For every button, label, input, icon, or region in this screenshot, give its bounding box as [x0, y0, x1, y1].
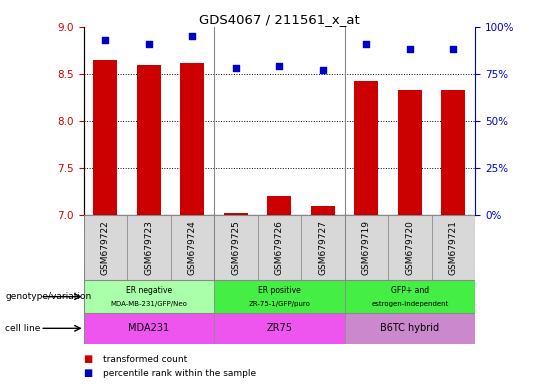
- Text: genotype/variation: genotype/variation: [5, 292, 92, 301]
- Text: ZR-75-1/GFP/puro: ZR-75-1/GFP/puro: [248, 301, 310, 307]
- Bar: [345, 280, 475, 313]
- Point: [406, 46, 414, 53]
- Bar: [258, 215, 301, 280]
- Bar: [127, 215, 171, 280]
- Bar: [93, 60, 117, 215]
- Bar: [345, 215, 388, 280]
- Title: GDS4067 / 211561_x_at: GDS4067 / 211561_x_at: [199, 13, 360, 26]
- Bar: [84, 313, 214, 344]
- Point: [188, 33, 197, 40]
- Bar: [224, 213, 248, 215]
- Bar: [345, 313, 475, 344]
- Text: ER negative: ER negative: [126, 286, 172, 295]
- Bar: [214, 313, 345, 344]
- Bar: [354, 81, 379, 215]
- Text: GFP+ and: GFP+ and: [391, 286, 429, 295]
- Bar: [431, 215, 475, 280]
- Text: GSM679719: GSM679719: [362, 220, 371, 275]
- Point: [145, 41, 153, 47]
- Text: transformed count: transformed count: [103, 354, 187, 364]
- Text: GSM679727: GSM679727: [319, 220, 327, 275]
- Point: [449, 46, 458, 53]
- Bar: [267, 196, 292, 215]
- Text: GSM679725: GSM679725: [232, 220, 240, 275]
- Text: MDA231: MDA231: [129, 323, 170, 333]
- Text: ER positive: ER positive: [258, 286, 301, 295]
- Bar: [180, 63, 205, 215]
- Bar: [442, 90, 465, 215]
- Text: GSM679724: GSM679724: [188, 220, 197, 275]
- Bar: [137, 65, 161, 215]
- Bar: [84, 215, 127, 280]
- Text: ZR75: ZR75: [266, 323, 293, 333]
- Text: estrogen-independent: estrogen-independent: [372, 301, 449, 307]
- Bar: [84, 280, 214, 313]
- Text: GSM679722: GSM679722: [101, 220, 110, 275]
- Point: [362, 41, 371, 47]
- Bar: [398, 90, 422, 215]
- Point: [101, 37, 110, 43]
- Bar: [311, 206, 335, 215]
- Bar: [214, 215, 258, 280]
- Text: ■: ■: [84, 368, 96, 378]
- Text: B6TC hybrid: B6TC hybrid: [380, 323, 440, 333]
- Text: GSM679723: GSM679723: [145, 220, 153, 275]
- Bar: [301, 215, 345, 280]
- Text: GSM679721: GSM679721: [449, 220, 458, 275]
- Text: percentile rank within the sample: percentile rank within the sample: [103, 369, 256, 378]
- Point: [232, 65, 240, 71]
- Bar: [214, 280, 345, 313]
- Bar: [388, 215, 431, 280]
- Point: [319, 67, 327, 73]
- Text: cell line: cell line: [5, 324, 41, 333]
- Point: [275, 63, 284, 70]
- Text: GSM679720: GSM679720: [406, 220, 415, 275]
- Text: GSM679726: GSM679726: [275, 220, 284, 275]
- Text: ■: ■: [84, 354, 96, 364]
- Text: MDA-MB-231/GFP/Neo: MDA-MB-231/GFP/Neo: [111, 301, 187, 307]
- Bar: [171, 215, 214, 280]
